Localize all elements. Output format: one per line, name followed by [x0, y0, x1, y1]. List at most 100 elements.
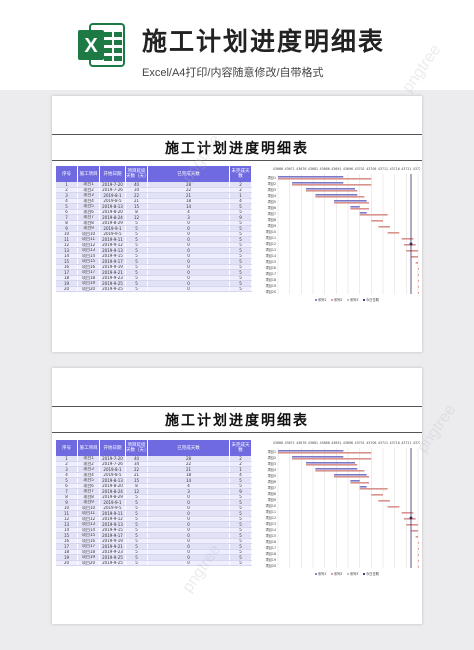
table-cell: 5	[126, 560, 148, 565]
table-cell: 项目5	[78, 204, 100, 209]
table-row: 1 项目1 2019-7-20 40 28 2	[56, 182, 252, 188]
table-cell: 项目4	[78, 198, 100, 203]
table-cell: 5	[230, 538, 252, 543]
table-row: 20 项目20 2019-9-25 5 0 5	[56, 286, 252, 292]
table-cell: 项目16	[78, 538, 100, 543]
gantt-done-bar	[306, 462, 355, 464]
table-cell: 5	[230, 522, 252, 527]
table-cell: 5	[126, 544, 148, 549]
gantt-row-label: 项目19	[266, 558, 276, 562]
gantt-row-label: 项目10	[266, 504, 276, 508]
gantt-row-label: 项目9	[268, 498, 276, 502]
table-cell: 项目20	[78, 286, 100, 291]
gantt-axis-tick-label: 43666	[273, 167, 283, 171]
table-cell: 5	[230, 281, 252, 286]
table-cell: 19	[56, 555, 78, 560]
table-cell: 0	[148, 259, 230, 264]
table-row: 12 项目12 2019-9-12 5 0 5	[56, 516, 252, 522]
table-cell: 5	[230, 516, 252, 521]
gantt-svg: 43666 43671 43676 43681 43686 43691 43696 43701…	[266, 167, 420, 302]
gantt-done-bar	[359, 212, 367, 214]
gantt-axis-tick-label: 43686	[320, 167, 330, 171]
table-cell: 0	[148, 226, 230, 231]
gantt-axis-tick-label: 43691	[331, 167, 341, 171]
gantt-remaining-bar	[350, 482, 369, 484]
table-cell: 7	[56, 215, 78, 220]
table-cell: 2019-9-19	[100, 264, 126, 269]
table-cell: 2	[230, 182, 252, 187]
table-cell: 1	[56, 456, 78, 461]
table-cell: 2019-9-25	[100, 555, 126, 560]
table-cell: 项目19	[78, 555, 100, 560]
table-cell: 5	[230, 242, 252, 247]
gantt-axis-tick-label: 43711	[378, 441, 388, 445]
table-cell: 4	[230, 472, 252, 477]
gantt-row-label: 项目6	[268, 480, 276, 484]
table-cell: 15	[56, 259, 78, 264]
table-row: 17 项目17 2019-9-21 5 0 5	[56, 544, 252, 550]
gantt-row-label: 项目6	[268, 206, 276, 210]
table-cell: 2019-9-11	[100, 511, 126, 516]
table-cell: 9	[230, 215, 252, 220]
gantt-row-label: 项目20	[266, 564, 276, 568]
table-cell: 2019-8-29	[100, 494, 126, 499]
sheet-top-rule	[52, 406, 422, 407]
table-cell: 2019-9-5	[100, 231, 126, 236]
table-cell: 0	[148, 522, 230, 527]
spreadsheet-preview-2: 施工计划进度明细表 序号 施工项目 开始日期 项目延续天数（天） 已完成天数 未…	[52, 368, 422, 624]
table-cell: 2019-8-5	[100, 472, 126, 477]
table-cell: 5	[230, 286, 252, 291]
table-row: 8 项目8 2019-8-29 5 0 5	[56, 494, 252, 500]
table-cell: 0	[148, 549, 230, 554]
gantt-legend-label: 系列2	[334, 571, 342, 576]
table-cell: 项目17	[78, 544, 100, 549]
table-row: 14 项目14 2019-9-15 5 0 5	[56, 527, 252, 533]
table-cell: 项目4	[78, 472, 100, 477]
gantt-row-label: 项目3	[268, 188, 276, 192]
table-cell: 5	[126, 511, 148, 516]
sheet-top-rule	[52, 134, 422, 135]
table-cell: 5	[230, 259, 252, 264]
gantt-done-bar	[350, 206, 360, 208]
table-cell: 5	[230, 275, 252, 280]
table-cell: 8	[56, 220, 78, 225]
table-row: 16 项目16 2019-9-19 5 0 5	[56, 538, 252, 544]
table-cell: 5	[230, 220, 252, 225]
gantt-row-label: 项目2	[268, 456, 276, 460]
gantt-remaining-bar	[415, 262, 418, 264]
gantt-done-bar	[292, 182, 344, 184]
table-cell: 3	[56, 467, 78, 472]
column-header: 序号	[56, 166, 78, 182]
table-cell: 2019-9-11	[100, 237, 126, 242]
gantt-remaining-bar	[278, 178, 372, 180]
column-header: 开始日期	[100, 166, 126, 182]
table-cell: 18	[56, 549, 78, 554]
gantt-row-label: 项目2	[268, 182, 276, 186]
gantt-remaining-bar	[401, 512, 414, 514]
table-cell: 0	[148, 500, 230, 505]
table-cell: 项目9	[78, 500, 100, 505]
table-cell: 项目18	[78, 275, 100, 280]
gantt-remaining-bar	[378, 500, 390, 502]
table-cell: 21	[126, 472, 148, 477]
gantt-remaining-bar	[371, 220, 383, 222]
table-cell: 0	[148, 270, 230, 275]
table-cell: 项目1	[78, 182, 100, 187]
gantt-axis-tick-label: 43726	[413, 167, 420, 171]
table-cell: 2019-9-25	[100, 560, 126, 565]
sheet-title-rule	[52, 160, 422, 161]
table-cell: 15	[126, 204, 148, 209]
table-cell: 项目3	[78, 467, 100, 472]
gantt-chart: 43666 43671 43676 43681 43686 43691 43696 43701…	[258, 440, 420, 585]
gantt-row-label: 项目8	[268, 218, 276, 222]
table-cell: 5	[230, 560, 252, 565]
gantt-row-label: 项目13	[266, 522, 276, 526]
table-cell: 5	[126, 253, 148, 258]
table-cell: 项目5	[78, 478, 100, 483]
table-cell: 20	[56, 560, 78, 565]
table-cell: 0	[148, 555, 230, 560]
gantt-row-label: 项目5	[268, 474, 276, 478]
table-cell: 0	[148, 494, 230, 499]
table-body: 1 项目1 2019-7-20 40 28 2 2 项目2 2019-7-26 34 22 2 3 项目3…	[56, 182, 252, 292]
gantt-row-label: 项目14	[266, 254, 276, 258]
